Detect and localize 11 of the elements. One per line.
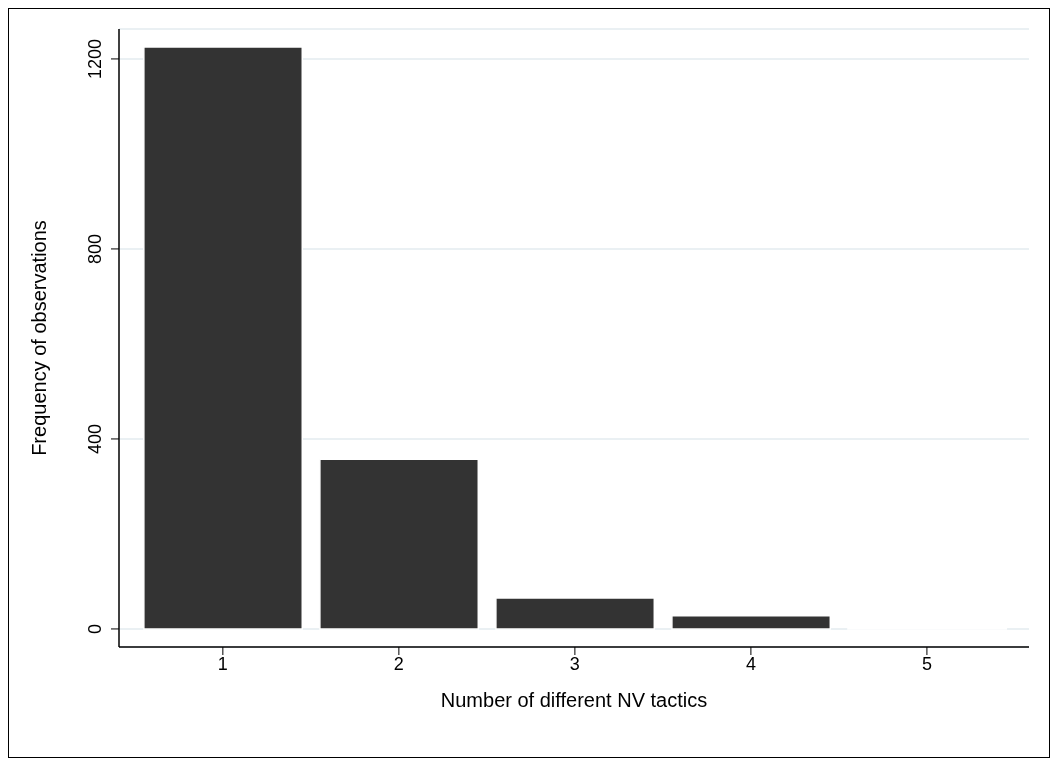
x-tick-label: 4 — [745, 653, 756, 674]
y-tick-label: 800 — [85, 233, 105, 264]
y-tick-label: 1200 — [85, 38, 105, 79]
x-tick-label: 1 — [217, 653, 228, 674]
y-axis-title: Frequency of observations — [28, 220, 51, 456]
x-tick-label: 5 — [921, 653, 932, 674]
x-tick-label: 2 — [393, 653, 404, 674]
y-tick-label: 0 — [85, 623, 105, 634]
x-tick-label: 3 — [569, 653, 580, 674]
x-axis-title: Number of different NV tactics — [440, 689, 708, 711]
y-tick-label: 400 — [85, 423, 105, 454]
